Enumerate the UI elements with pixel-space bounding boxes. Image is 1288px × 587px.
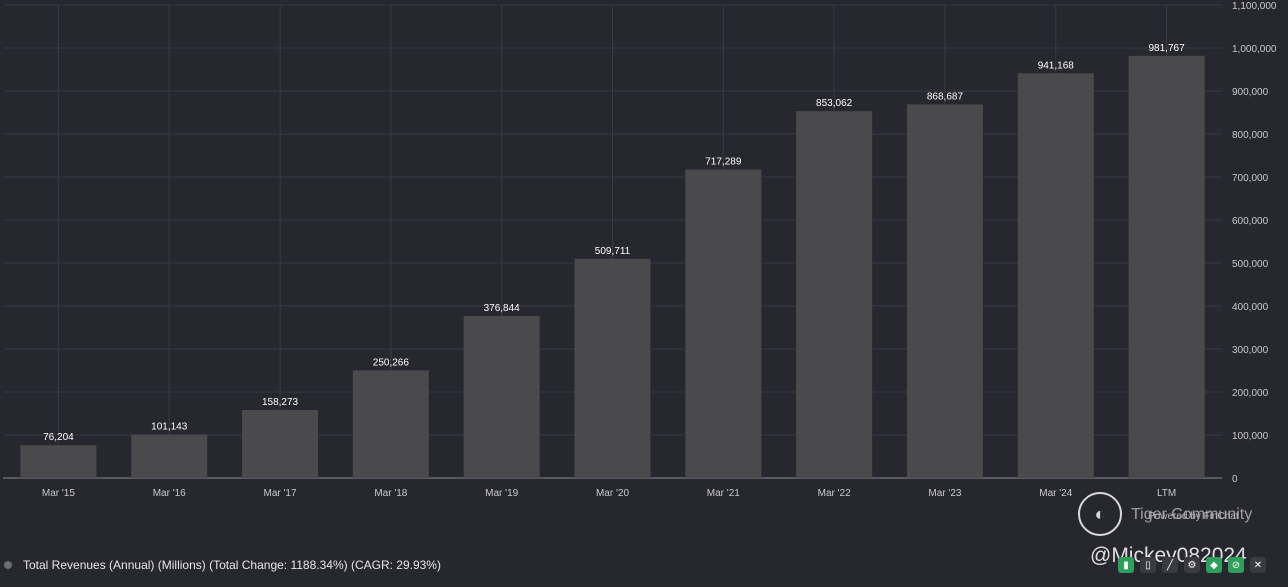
x-tick-label: Mar '20 xyxy=(596,488,629,499)
bar[interactable] xyxy=(352,370,429,478)
bar[interactable] xyxy=(1128,55,1205,479)
x-tick-label: Mar '21 xyxy=(707,488,740,499)
y-tick-label: 300,000 xyxy=(1232,345,1269,356)
bar[interactable] xyxy=(796,111,873,478)
watermark-brand: Tiger Community xyxy=(1131,506,1253,523)
data-label: 981,767 xyxy=(1149,43,1186,54)
bar-chart-icon[interactable]: ▮ xyxy=(1118,557,1134,573)
x-tick-label: Mar '17 xyxy=(264,488,297,499)
bar[interactable] xyxy=(574,258,651,478)
y-tick-label: 1,100,000 xyxy=(1232,1,1277,12)
x-tick-label: Mar '15 xyxy=(42,488,75,499)
x-tick-label: Mar '16 xyxy=(153,488,186,499)
settings-icon[interactable]: ⚙ xyxy=(1184,557,1200,573)
y-tick-label: 700,000 xyxy=(1232,173,1269,184)
data-label: 941,168 xyxy=(1038,60,1075,71)
bar[interactable] xyxy=(906,104,983,478)
data-label: 250,266 xyxy=(373,357,410,368)
bar-chart-alt-icon[interactable]: ▯ xyxy=(1140,557,1156,573)
legend-marker[interactable] xyxy=(4,561,12,569)
revenue-bar-chart: 0 100,000 200,000 300,000 400,000 500,000 600,… xyxy=(3,1,1277,499)
bar[interactable] xyxy=(1017,73,1094,478)
data-label: 101,143 xyxy=(151,422,188,433)
x-tick-label: Mar '18 xyxy=(374,488,407,499)
data-label: 868,687 xyxy=(927,91,964,102)
y-tick-label: 500,000 xyxy=(1232,259,1269,270)
y-tick-label: 400,000 xyxy=(1232,302,1269,313)
bar[interactable] xyxy=(242,409,319,478)
close-icon[interactable]: ✕ xyxy=(1250,557,1266,573)
data-label: 717,289 xyxy=(705,157,742,168)
legend-label[interactable]: Total Revenues (Annual) (Millions) (Tota… xyxy=(23,558,441,572)
bar[interactable] xyxy=(463,315,540,478)
bar[interactable] xyxy=(131,434,208,478)
y-tick-label: 0 xyxy=(1232,474,1238,485)
bar[interactable] xyxy=(20,445,97,478)
x-tick-label: Mar '19 xyxy=(485,488,518,499)
y-tick-label: 1,000,000 xyxy=(1232,44,1277,55)
data-label: 158,273 xyxy=(262,397,299,408)
x-tick-label: Mar '22 xyxy=(818,488,851,499)
powered-by-label: Powered by FinChat xyxy=(1148,511,1239,522)
x-tick-label: Mar '24 xyxy=(1039,488,1072,499)
y-tick-label: 600,000 xyxy=(1232,216,1269,227)
data-label: 76,204 xyxy=(43,432,74,443)
chart-toolbar: ▮ ▯ ╱ ⚙ ◆ ⊘ ✕ xyxy=(1118,557,1266,573)
x-tick-label: Mar '23 xyxy=(928,488,961,499)
bar[interactable] xyxy=(685,169,762,478)
tiger-logo: ◐ xyxy=(1078,492,1122,536)
data-label: 509,711 xyxy=(595,246,631,257)
y-tick-label: 900,000 xyxy=(1232,87,1269,98)
hide-icon[interactable]: ⊘ xyxy=(1228,557,1244,573)
bars-layer xyxy=(20,55,1205,479)
tag-icon[interactable]: ◆ xyxy=(1206,557,1222,573)
data-label: 376,844 xyxy=(484,303,521,314)
data-label: 853,062 xyxy=(816,98,853,109)
y-tick-label: 200,000 xyxy=(1232,388,1269,399)
x-tick-label: LTM xyxy=(1157,488,1176,499)
line-chart-icon[interactable]: ╱ xyxy=(1162,557,1178,573)
y-tick-label: 100,000 xyxy=(1232,431,1269,442)
labels-layer: 0 100,000 200,000 300,000 400,000 500,000 600,… xyxy=(42,1,1277,499)
y-tick-label: 800,000 xyxy=(1232,130,1269,141)
